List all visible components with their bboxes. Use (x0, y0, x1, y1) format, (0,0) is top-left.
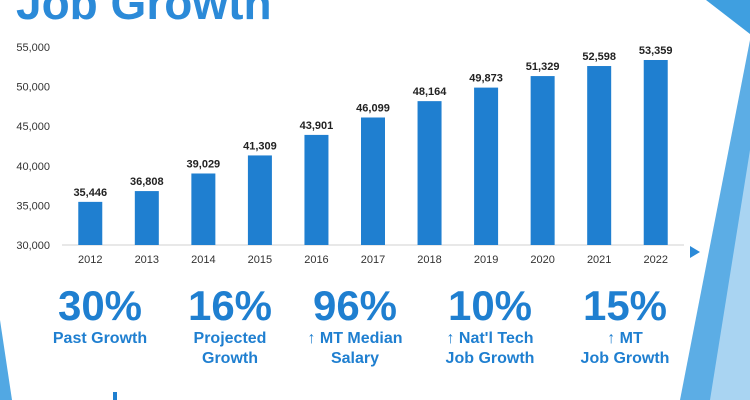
data-label-2013: 36,808 (130, 176, 164, 188)
x-tick-label-2016: 2016 (304, 254, 328, 266)
bottom-accent-mark (113, 392, 117, 400)
x-tick-label-2020: 2020 (530, 254, 554, 266)
bar-2013 (134, 191, 159, 245)
data-label-2012: 35,446 (73, 187, 107, 199)
data-label-2018: 48,164 (413, 86, 448, 98)
data-label-2014: 39,029 (187, 158, 221, 170)
bar-2014 (191, 173, 216, 245)
stat-label: Past Growth (52, 330, 148, 347)
bar-2019 (474, 87, 499, 246)
stat-label: ↑ MT Job Growth (580, 330, 670, 367)
y-tick-label: 50,000 (16, 82, 50, 94)
stat-value: 16% (187, 282, 273, 329)
slide-title: Job Growth (16, 0, 272, 29)
data-label-2016: 43,901 (300, 120, 334, 132)
stat-past-growth: 30% Past Growth (25, 283, 175, 349)
bar-chart: 30,000 35,000 40,000 45,000 50,000 55,000 35,4… (16, 42, 684, 266)
y-tick-label: 45,000 (16, 121, 50, 133)
bar-2017 (361, 117, 385, 245)
x-tick-label-2015: 2015 (248, 254, 272, 266)
stat-value: 10% (447, 282, 533, 329)
bar-2022 (643, 59, 668, 245)
stat-label: ↑ MT Median Salary (307, 330, 403, 367)
x-tick-label-2018: 2018 (417, 254, 441, 266)
bar-2021 (587, 66, 612, 246)
stat-natl-tech-growth: 10% ↑ Nat'l Tech Job Growth (415, 283, 565, 369)
stat-value: 15% (582, 282, 668, 329)
data-label-2021: 52,598 (582, 51, 616, 63)
stat-median-salary: 96% ↑ MT Median Salary (280, 283, 430, 369)
bar-2015 (247, 155, 272, 245)
bar-2012 (78, 201, 103, 245)
y-tick-label: 55,000 (16, 42, 50, 54)
y-tick-label: 35,000 (16, 200, 50, 212)
bar-2018 (417, 101, 442, 246)
data-label-2019: 49,873 (469, 73, 503, 85)
y-tick-label: 40,000 (16, 161, 50, 173)
bar-2016 (304, 134, 329, 245)
x-tick-label-2019: 2019 (474, 254, 498, 266)
stat-value: 96% (312, 282, 398, 329)
stat-label: Projected Growth (193, 330, 267, 367)
stat-mt-job-growth: 15% ↑ MT Job Growth (550, 283, 700, 369)
x-tick-label-2021: 2021 (587, 254, 611, 266)
data-label-2017: 46,099 (356, 102, 390, 114)
y-tick-label: 30,000 (16, 240, 50, 252)
stat-value: 30% (57, 282, 143, 329)
x-tick-label-2012: 2012 (78, 254, 102, 266)
x-tick-label-2014: 2014 (191, 254, 215, 266)
stat-projected-growth: 16% Projected Growth (155, 283, 305, 369)
data-label-2022: 53,359 (639, 45, 673, 57)
stat-label: ↑ Nat'l Tech Job Growth (445, 330, 535, 367)
x-tick-label-2022: 2022 (643, 254, 667, 266)
data-label-2020: 51,329 (526, 61, 560, 73)
x-tick-label-2017: 2017 (361, 254, 385, 266)
bar-2020 (530, 76, 555, 246)
stats-row: 30% Past Growth 16% Projected Growth 96%… (0, 283, 690, 383)
x-tick-label-2013: 2013 (135, 254, 159, 266)
data-label-2015: 41,309 (243, 140, 277, 152)
